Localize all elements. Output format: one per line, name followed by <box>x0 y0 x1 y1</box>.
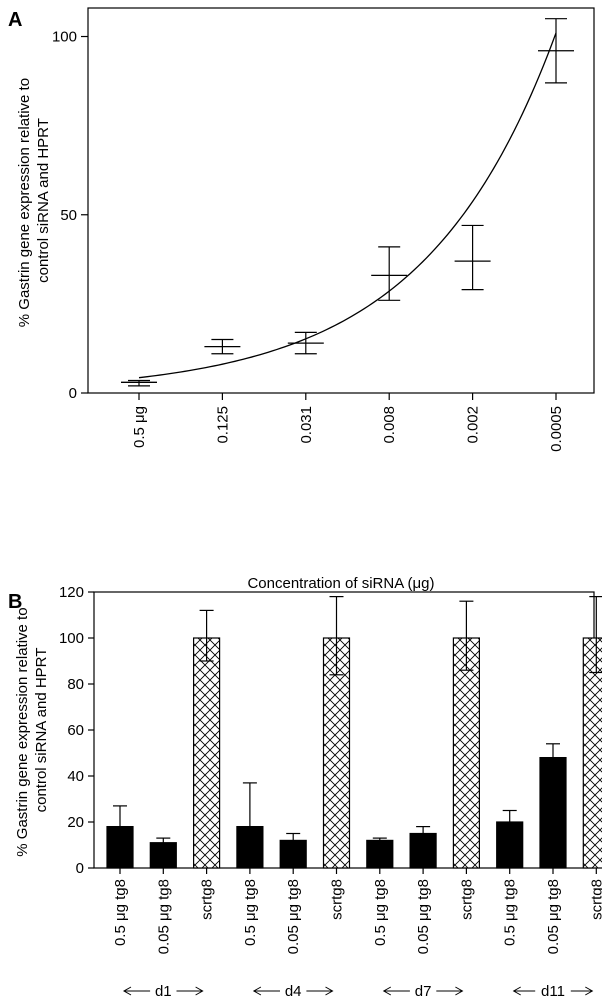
panel-a-y-axis: 0 50 100 <box>52 29 88 402</box>
data-point <box>371 246 408 301</box>
data-point <box>538 18 574 84</box>
y-tick-label: 60 <box>67 722 84 739</box>
x-tick-label: 0.5 μg tg8 <box>502 879 519 946</box>
x-tick-label: 0.5 μg <box>131 406 148 448</box>
bar <box>106 825 134 869</box>
panel-b-y-axis: 0 20 40 60 80 100 120 <box>59 584 94 877</box>
bar <box>409 832 437 869</box>
x-tick-label: scrtg8 <box>329 879 346 920</box>
panel-a-data-points <box>121 18 574 387</box>
panel-b-y-axis-label: % Gastrin gene expression relative to co… <box>14 603 50 856</box>
day-group-arrowhead-right <box>585 986 594 996</box>
y-tick-label: 20 <box>67 814 84 831</box>
day-group-arrowhead-left <box>382 986 392 996</box>
x-tick-label: 0.5 μg tg8 <box>242 879 259 946</box>
x-tick-label: 0.5 μg tg8 <box>372 879 389 946</box>
bar <box>149 842 177 869</box>
x-tick-label: 0.5 μg tg8 <box>112 879 129 946</box>
y-tick-label: 40 <box>67 768 84 785</box>
bar <box>366 839 394 869</box>
panel-a-plot-frame <box>87 7 595 394</box>
day-group-label: d7 <box>415 983 432 1000</box>
x-tick-label: scrtg8 <box>588 879 602 920</box>
day-group-arrowhead-right <box>455 986 464 996</box>
day-group: d7 <box>382 983 464 1000</box>
panel-b-y-axis-label-line-2: control siRNA and HPRT <box>33 648 50 813</box>
panel-a-label: A <box>8 9 22 31</box>
bar <box>193 637 221 869</box>
bar-group <box>149 837 177 869</box>
bar <box>322 637 351 869</box>
panel-a-fit-curve <box>138 32 557 379</box>
day-group: d1 <box>122 983 204 1000</box>
bar <box>236 825 264 869</box>
panel-b-day-groups: d1 d4 d7 d11 <box>122 983 594 1000</box>
day-group-arrowhead-left <box>512 986 521 996</box>
x-tick-label: scrtg8 <box>199 879 216 920</box>
panel-b-bars <box>106 595 602 869</box>
y-tick-label: 100 <box>59 630 84 647</box>
x-tick-label: 0.125 <box>214 406 231 444</box>
y-tick-label: 0 <box>69 385 77 402</box>
bar-group <box>496 809 524 869</box>
panel-a-y-axis-label: % Gastrin gene expression relative to co… <box>16 74 52 327</box>
bar-group <box>452 600 480 869</box>
x-tick-label: 0.05 μg tg8 <box>285 879 302 954</box>
day-group-label: d1 <box>155 983 172 1000</box>
day-group-arrowhead-right <box>325 986 334 996</box>
bar-group <box>409 825 437 869</box>
x-tick-label: 0.0005 <box>548 406 565 452</box>
data-point <box>287 331 324 355</box>
bar-group <box>582 595 602 869</box>
bar <box>452 637 480 869</box>
x-tick-label: 0.031 <box>298 406 315 444</box>
y-tick-label: 100 <box>52 29 77 46</box>
panel-b-chart: B 0 20 40 60 80 100 120 0.5 μg tg8 0.05 μg tg8 s… <box>8 584 602 1000</box>
bar-group <box>279 832 307 869</box>
x-tick-label: 0.05 μg tg8 <box>545 879 562 954</box>
day-group-label: d4 <box>285 983 302 1000</box>
panel-b-y-axis-label-line-1: % Gastrin gene expression relative to <box>14 607 31 856</box>
day-group: d11 <box>512 983 594 1000</box>
panel-b-x-axis: 0.5 μg tg8 0.05 μg tg8 scrtg8 0.5 μg tg8 0.0… <box>112 868 602 954</box>
day-group-label: d11 <box>541 983 565 1000</box>
bar <box>496 821 524 869</box>
bar <box>539 756 567 869</box>
x-tick-label: 0.05 μg tg8 <box>155 879 172 954</box>
panel-b-label: B <box>8 591 22 613</box>
bar-group <box>106 805 134 869</box>
bar-group <box>539 743 567 869</box>
day-group-arrowhead-left <box>122 986 132 996</box>
y-tick-label: 120 <box>59 584 84 601</box>
bar-group <box>322 595 351 869</box>
bar-group <box>193 609 221 869</box>
x-tick-label: 0.008 <box>381 406 398 444</box>
panel-a-y-axis-label-line-1: % Gastrin gene expression relative to <box>16 78 33 327</box>
bar-group <box>236 782 264 869</box>
x-tick-label: scrtg8 <box>458 879 475 920</box>
data-point <box>454 224 491 291</box>
y-tick-label: 0 <box>76 860 84 877</box>
y-tick-label: 50 <box>60 207 77 224</box>
day-group-arrowhead-left <box>252 986 262 996</box>
day-group: d4 <box>252 983 334 1000</box>
x-tick-label: 0.002 <box>465 406 482 444</box>
panel-a-x-axis-label: Concentration of siRNA (μg) <box>247 575 434 592</box>
panel-a-y-axis-label-line-2: control siRNA and HPRT <box>35 118 52 283</box>
panel-a-chart: A 0 50 100 0.5 μg 0.125 0.031 0.008 0.002 0.000… <box>8 7 595 592</box>
day-group-arrowhead-right <box>195 986 204 996</box>
bar-group <box>366 837 394 869</box>
bar <box>279 839 307 869</box>
data-point <box>204 338 241 355</box>
x-tick-label: 0.05 μg tg8 <box>415 879 432 954</box>
panel-a-x-axis: 0.5 μg 0.125 0.031 0.008 0.002 0.0005 <box>131 393 565 452</box>
data-point <box>121 379 157 387</box>
y-tick-label: 80 <box>67 676 84 693</box>
